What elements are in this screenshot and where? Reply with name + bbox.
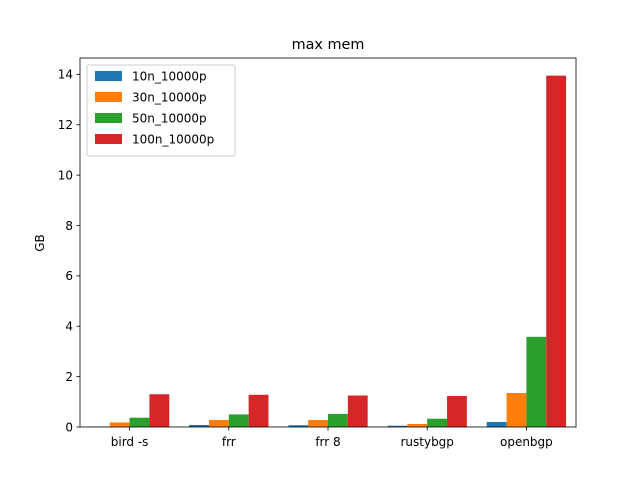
legend-swatch-10n_10000p	[95, 71, 122, 81]
bar-frr-50n_10000p	[228, 414, 249, 427]
chart-title: max mem	[292, 37, 365, 53]
legend-label: 10n_10000p	[132, 70, 207, 84]
legend-swatch-50n_10000p	[95, 113, 122, 123]
axes-group: 0 2 4 6 8 10 12 14 bird -s frr frr 8 rustybgp openbg…	[58, 57, 577, 449]
y-tick-label: 2	[65, 370, 73, 384]
bar-frr-8-50n_10000p	[328, 413, 348, 427]
x-tick-label: openbgp	[500, 435, 553, 449]
bar-frr-100n_10000p	[248, 394, 269, 427]
y-tick-label: 6	[65, 269, 73, 283]
bar-openbgp-30n_10000p	[506, 393, 527, 427]
bar-frr-8-100n_10000p	[347, 395, 368, 427]
bar-bird-s-30n_10000p	[109, 422, 130, 427]
bar-bird-s-100n_10000p	[149, 394, 170, 427]
bars-group	[89, 75, 567, 427]
bar-rustybgp-30n_10000p	[407, 423, 428, 427]
bar-rustybgp-50n_10000p	[427, 418, 448, 427]
legend-swatch-30n_10000p	[95, 92, 122, 102]
x-tick-label: rustybgp	[400, 435, 453, 449]
bar-openbgp-50n_10000p	[526, 336, 547, 427]
bar-bird-s-50n_10000p	[129, 417, 150, 427]
y-axis-label: GB	[33, 234, 47, 252]
bar-frr-8-10n_10000p	[288, 425, 309, 427]
bar-frr-8-30n_10000p	[308, 419, 328, 427]
bar-openbgp-100n_10000p	[546, 75, 567, 427]
bar-rustybgp-10n_10000p	[387, 425, 408, 427]
legend-swatch-100n_10000p	[95, 134, 122, 144]
x-tick-label: frr	[222, 435, 236, 449]
y-tick-label: 4	[65, 320, 73, 334]
y-tick-label: 8	[65, 219, 73, 233]
bar-openbgp-10n_10000p	[486, 421, 507, 427]
legend-label: 30n_10000p	[132, 91, 207, 105]
bar-rustybgp-100n_10000p	[447, 396, 467, 427]
y-tick-label: 10	[58, 168, 73, 182]
x-tick-label: frr 8	[315, 435, 340, 449]
legend-label: 50n_10000p	[132, 112, 207, 126]
x-tick-label: bird -s	[111, 435, 149, 449]
legend: 10n_10000p 30n_10000p 50n_10000p 100n_10000…	[86, 64, 236, 157]
legend-label: 100n_10000p	[132, 133, 214, 147]
y-tick-label: 12	[58, 118, 73, 132]
y-tick-label: 14	[58, 68, 73, 82]
legend-box	[86, 64, 236, 157]
bar-frr-10n_10000p	[189, 424, 209, 427]
y-tick-label: 0	[65, 420, 73, 434]
bar-frr-30n_10000p	[208, 419, 229, 427]
